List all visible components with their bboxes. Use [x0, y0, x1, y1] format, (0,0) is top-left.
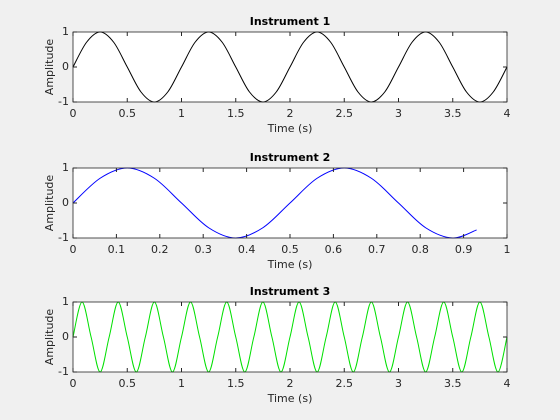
x-axis-label: Time (s): [267, 258, 313, 271]
x-tick-label: 2: [287, 107, 294, 120]
subplot: 0 0.1 0.2 0.3 0.4 0.5 0.6 0.7 0.8 0.9 1-101Instrum…: [43, 151, 511, 271]
x-tick-label: 0: [70, 107, 77, 120]
x-tick-label: 2.5: [336, 107, 354, 120]
x-tick-label: 2.5: [336, 377, 354, 390]
x-tick-label: 3: [395, 377, 402, 390]
x-tick-label: 3.5: [444, 107, 462, 120]
x-tick-label: 0.5: [281, 243, 299, 256]
subplot-title: Instrument 3: [250, 285, 330, 298]
y-axis-label: Amplitude: [43, 39, 56, 96]
x-axis-label: Time (s): [267, 122, 313, 135]
x-tick-label: 3.5: [444, 377, 462, 390]
x-tick-label: 0: [70, 377, 77, 390]
signal-line: [72, 31, 508, 103]
x-tick-label: 0.7: [368, 243, 386, 256]
x-tick-label: 0.8: [411, 243, 429, 256]
subplot-title: Instrument 1: [250, 15, 330, 28]
x-tick-label: 1: [504, 243, 511, 256]
y-tick-label: -1: [58, 231, 69, 244]
y-tick-label: 1: [62, 295, 69, 308]
y-tick-label: 1: [62, 25, 69, 38]
x-tick-label: 0.9: [455, 243, 473, 256]
x-tick-label: 0.4: [238, 243, 256, 256]
x-tick-label: 0.1: [108, 243, 126, 256]
x-tick-label: 0.5: [119, 107, 137, 120]
x-axis-label: Time (s): [267, 392, 313, 405]
x-tick-label: 1.5: [227, 107, 245, 120]
subplot-title: Instrument 2: [250, 151, 330, 164]
x-tick-label: 3: [395, 107, 402, 120]
y-tick-label: 1: [62, 161, 69, 174]
x-tick-label: 0.6: [325, 243, 343, 256]
x-tick-label: 0: [70, 243, 77, 256]
y-tick-label: -1: [58, 365, 69, 378]
x-tick-label: 0.5: [119, 377, 137, 390]
x-tick-label: 4: [504, 377, 511, 390]
y-tick-label: 0: [62, 60, 69, 73]
x-tick-label: 0.2: [151, 243, 169, 256]
y-axis-label: Amplitude: [43, 309, 56, 366]
x-tick-label: 1: [178, 377, 185, 390]
y-tick-label: 0: [62, 196, 69, 209]
x-tick-label: 0.3: [194, 243, 212, 256]
y-tick-label: 0: [62, 330, 69, 343]
x-tick-label: 1.5: [227, 377, 245, 390]
x-tick-label: 4: [504, 107, 511, 120]
x-tick-label: 2: [287, 377, 294, 390]
x-tick-label: 1: [178, 107, 185, 120]
signal-line: [72, 301, 508, 373]
signal-line: [72, 167, 477, 239]
y-tick-label: -1: [58, 95, 69, 108]
y-axis-label: Amplitude: [43, 175, 56, 232]
